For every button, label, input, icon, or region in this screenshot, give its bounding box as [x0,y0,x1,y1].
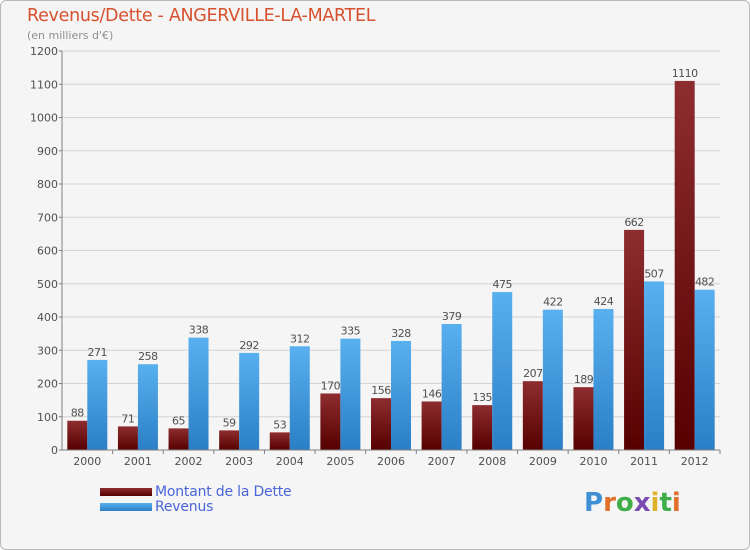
x-tick-label: 2008 [478,455,506,468]
bar-revenus [87,359,108,450]
bar-debt [269,432,290,450]
data-label-revenus: 335 [341,325,361,338]
legend-label-debt: Montant de la Dette [155,484,292,500]
data-label-revenus: 422 [543,296,563,309]
data-label-debt: 662 [624,216,644,229]
y-tick-label: 0 [51,444,58,457]
data-label-debt: 1110 [672,67,698,80]
chart-title: Revenus/Dette - ANGERVILLE-LA-MARTEL [27,6,376,26]
data-label-debt: 71 [121,412,134,425]
data-label-debt: 156 [371,384,391,397]
y-tick-label: 800 [37,178,58,191]
x-tick-label: 2010 [579,455,607,468]
x-tick-label: 2000 [73,455,101,468]
bar-revenus [391,340,411,450]
legend-label-revenus: Revenus [155,499,214,515]
x-tick-label: 2001 [124,455,152,468]
data-label-revenus: 312 [290,332,310,345]
bar-revenus [593,309,614,450]
y-tick-label: 300 [37,344,58,357]
data-label-revenus: 271 [88,346,108,359]
data-label-revenus: 292 [239,339,259,352]
bar-revenus [188,337,209,450]
logo-letter: o [615,488,634,518]
legend-swatch-revenus [100,503,152,511]
x-tick-label: 2007 [428,455,456,468]
bar-debt [522,381,543,450]
y-tick-label: 100 [37,411,58,424]
x-tick-label: 2011 [630,455,658,468]
bar-debt [168,428,189,450]
bar-debt [320,393,341,450]
chart-subtitle: (en milliers d'€) [27,29,114,42]
x-tick-label: 2002 [175,455,203,468]
logo-letter: i [650,488,660,518]
data-label-debt: 65 [172,414,185,427]
y-tick-label: 500 [37,278,58,291]
bar-revenus [340,338,361,450]
y-tick-label: 1000 [30,112,58,125]
legend-swatch-debt [100,488,152,496]
bar-debt [421,401,442,450]
data-label-revenus: 424 [594,295,614,308]
bar-revenus [644,281,665,450]
data-label-debt: 189 [574,373,594,386]
data-label-revenus: 338 [189,324,209,337]
proxiti-logo: Proxiti [584,488,681,518]
x-tick-label: 2012 [681,455,709,468]
y-tick-label: 200 [37,378,58,391]
logo-letter: t [659,488,672,518]
data-label-revenus: 507 [644,267,664,280]
data-label-debt: 207 [523,367,543,380]
y-tick-label: 600 [37,245,58,258]
data-label-debt: 88 [71,407,84,420]
y-tick-label: 1100 [30,78,58,91]
bar-debt [117,426,138,450]
x-tick-label: 2003 [225,455,253,468]
data-label-revenus: 475 [492,278,512,291]
bar-revenus [239,352,260,450]
bar-debt [219,430,240,450]
bar-debt [674,80,695,451]
bar-revenus [492,292,513,450]
bar-debt [573,387,594,450]
data-label-debt: 135 [472,391,492,404]
data-label-debt: 146 [422,387,442,400]
bar-revenus [694,289,715,450]
bar-revenus [542,309,563,450]
x-tick-label: 2004 [276,455,304,468]
data-label-revenus: 328 [391,327,411,340]
data-label-revenus: 482 [695,276,715,289]
data-label-debt: 170 [321,379,341,392]
data-label-debt: 53 [273,418,286,431]
y-tick-label: 700 [37,211,58,224]
bar-debt [472,405,493,450]
logo-letter: x [633,488,651,518]
bar-debt [371,398,391,450]
data-label-debt: 59 [223,416,236,429]
bar-revenus [289,346,310,450]
x-tick-label: 2005 [326,455,354,468]
bar-revenus [441,323,462,450]
data-label-revenus: 258 [138,350,158,363]
logo-letter: P [584,488,604,518]
bar-debt [67,420,88,450]
x-tick-label: 2006 [377,455,405,468]
logo-letter: r [603,488,616,518]
x-tick-label: 2009 [529,455,557,468]
y-tick-label: 1200 [30,45,58,58]
bar-debt [624,229,645,450]
bar-revenus [137,364,158,450]
data-label-revenus: 379 [442,310,462,323]
logo-letter: i [671,488,681,518]
y-tick-label: 400 [37,311,58,324]
y-tick-label: 900 [37,145,58,158]
